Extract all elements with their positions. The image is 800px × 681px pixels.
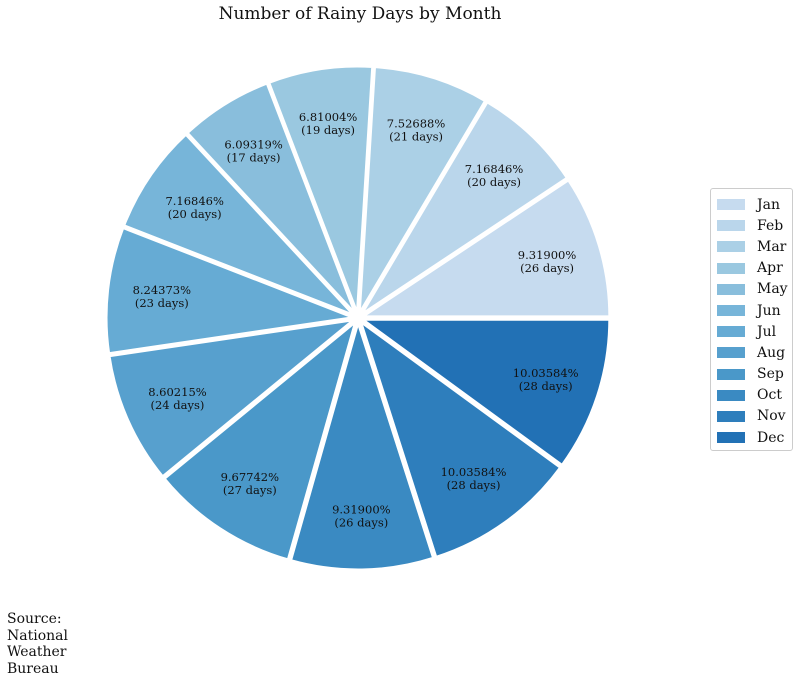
slice-percent-label: 10.03584% <box>441 465 507 479</box>
pie-slice-aug <box>107 317 360 479</box>
legend-item-sep: Sep <box>717 364 792 385</box>
legend-label: Aug <box>757 344 786 361</box>
legend-label: Feb <box>757 217 784 234</box>
legend-swatch <box>717 262 745 274</box>
legend-item-jul: Jul <box>717 321 792 342</box>
slice-percent-label: 8.24373% <box>133 283 192 297</box>
chart-legend: Jan Feb Mar Apr May Jun Jul Aug Sep Oct Nov Dec <box>710 188 793 452</box>
legend-item-jan: Jan <box>717 194 792 215</box>
pie-slice-dec <box>357 317 612 468</box>
legend-swatch <box>717 347 745 359</box>
legend-swatch <box>717 389 745 401</box>
slice-days-label: (21 days) <box>389 129 443 143</box>
slice-days-label: (28 days) <box>519 379 573 393</box>
pie-slice-apr <box>266 64 375 315</box>
legend-swatch <box>717 326 745 338</box>
slice-days-label: (20 days) <box>168 207 222 221</box>
legend-label: Mar <box>757 238 787 255</box>
legend-swatch <box>717 283 745 295</box>
slice-percent-label: 7.16846% <box>165 194 224 208</box>
legend-item-nov: Nov <box>717 406 792 427</box>
legend-item-apr: Apr <box>717 258 792 279</box>
legend-label: Sep <box>757 366 784 383</box>
legend-swatch <box>717 368 745 380</box>
legend-item-feb: Feb <box>717 215 792 236</box>
slice-days-label: (20 days) <box>467 175 521 189</box>
slice-days-label: (23 days) <box>135 296 189 310</box>
legend-label: Nov <box>757 408 786 425</box>
legend-item-oct: Oct <box>717 385 792 406</box>
slice-percent-label: 6.81004% <box>299 110 358 124</box>
legend-label: Jun <box>757 302 781 319</box>
legend-swatch <box>717 220 745 232</box>
legend-label: Apr <box>757 260 783 277</box>
slice-percent-label: 9.31900% <box>518 248 577 262</box>
legend-swatch <box>717 410 745 422</box>
legend-label: Jan <box>757 196 780 213</box>
legend-item-mar: Mar <box>717 236 792 257</box>
legend-swatch <box>717 305 745 317</box>
slice-days-label: (17 days) <box>227 150 281 164</box>
pie-slice-may <box>184 81 358 316</box>
chart-title: Number of Rainy Days by Month <box>218 4 502 24</box>
legend-swatch <box>717 241 745 253</box>
slice-days-label: (28 days) <box>447 478 501 492</box>
legend-item-dec: Dec <box>717 427 792 448</box>
pie-slice-mar <box>357 65 488 315</box>
slice-percent-label: 10.03584% <box>513 366 579 380</box>
pie-slice-sep <box>161 317 359 562</box>
slice-percent-label: 7.52688% <box>387 116 446 130</box>
legend-item-may: May <box>717 279 792 300</box>
pie-slice-jul <box>104 225 360 356</box>
slice-days-label: (24 days) <box>151 398 205 412</box>
pie-slice-nov <box>357 317 563 560</box>
legend-swatch <box>717 432 745 444</box>
slice-days-label: (26 days) <box>520 261 574 275</box>
slice-percent-label: 8.60215% <box>148 385 207 399</box>
legend-item-aug: Aug <box>717 342 792 363</box>
slice-percent-label: 6.09319% <box>224 137 283 151</box>
pie-slice-jan <box>356 177 612 319</box>
slice-percent-label: 7.16846% <box>465 162 524 176</box>
legend-item-jun: Jun <box>717 300 792 321</box>
legend-label: Oct <box>757 387 782 404</box>
legend-label: Dec <box>757 429 785 446</box>
slice-days-label: (26 days) <box>334 515 388 529</box>
slice-days-label: (27 days) <box>223 483 277 497</box>
slice-days-label: (19 days) <box>301 123 355 137</box>
legend-label: May <box>757 281 788 298</box>
slice-percent-label: 9.31900% <box>332 502 391 516</box>
pie-slice-feb <box>359 99 570 317</box>
legend-swatch <box>717 199 745 211</box>
legend-label: Jul <box>757 323 777 340</box>
source-note: Source: National Weather Bureau <box>7 611 68 677</box>
pie-slice-oct <box>288 316 436 572</box>
slice-percent-label: 9.67742% <box>221 470 280 484</box>
pie-slice-jun <box>121 131 356 318</box>
